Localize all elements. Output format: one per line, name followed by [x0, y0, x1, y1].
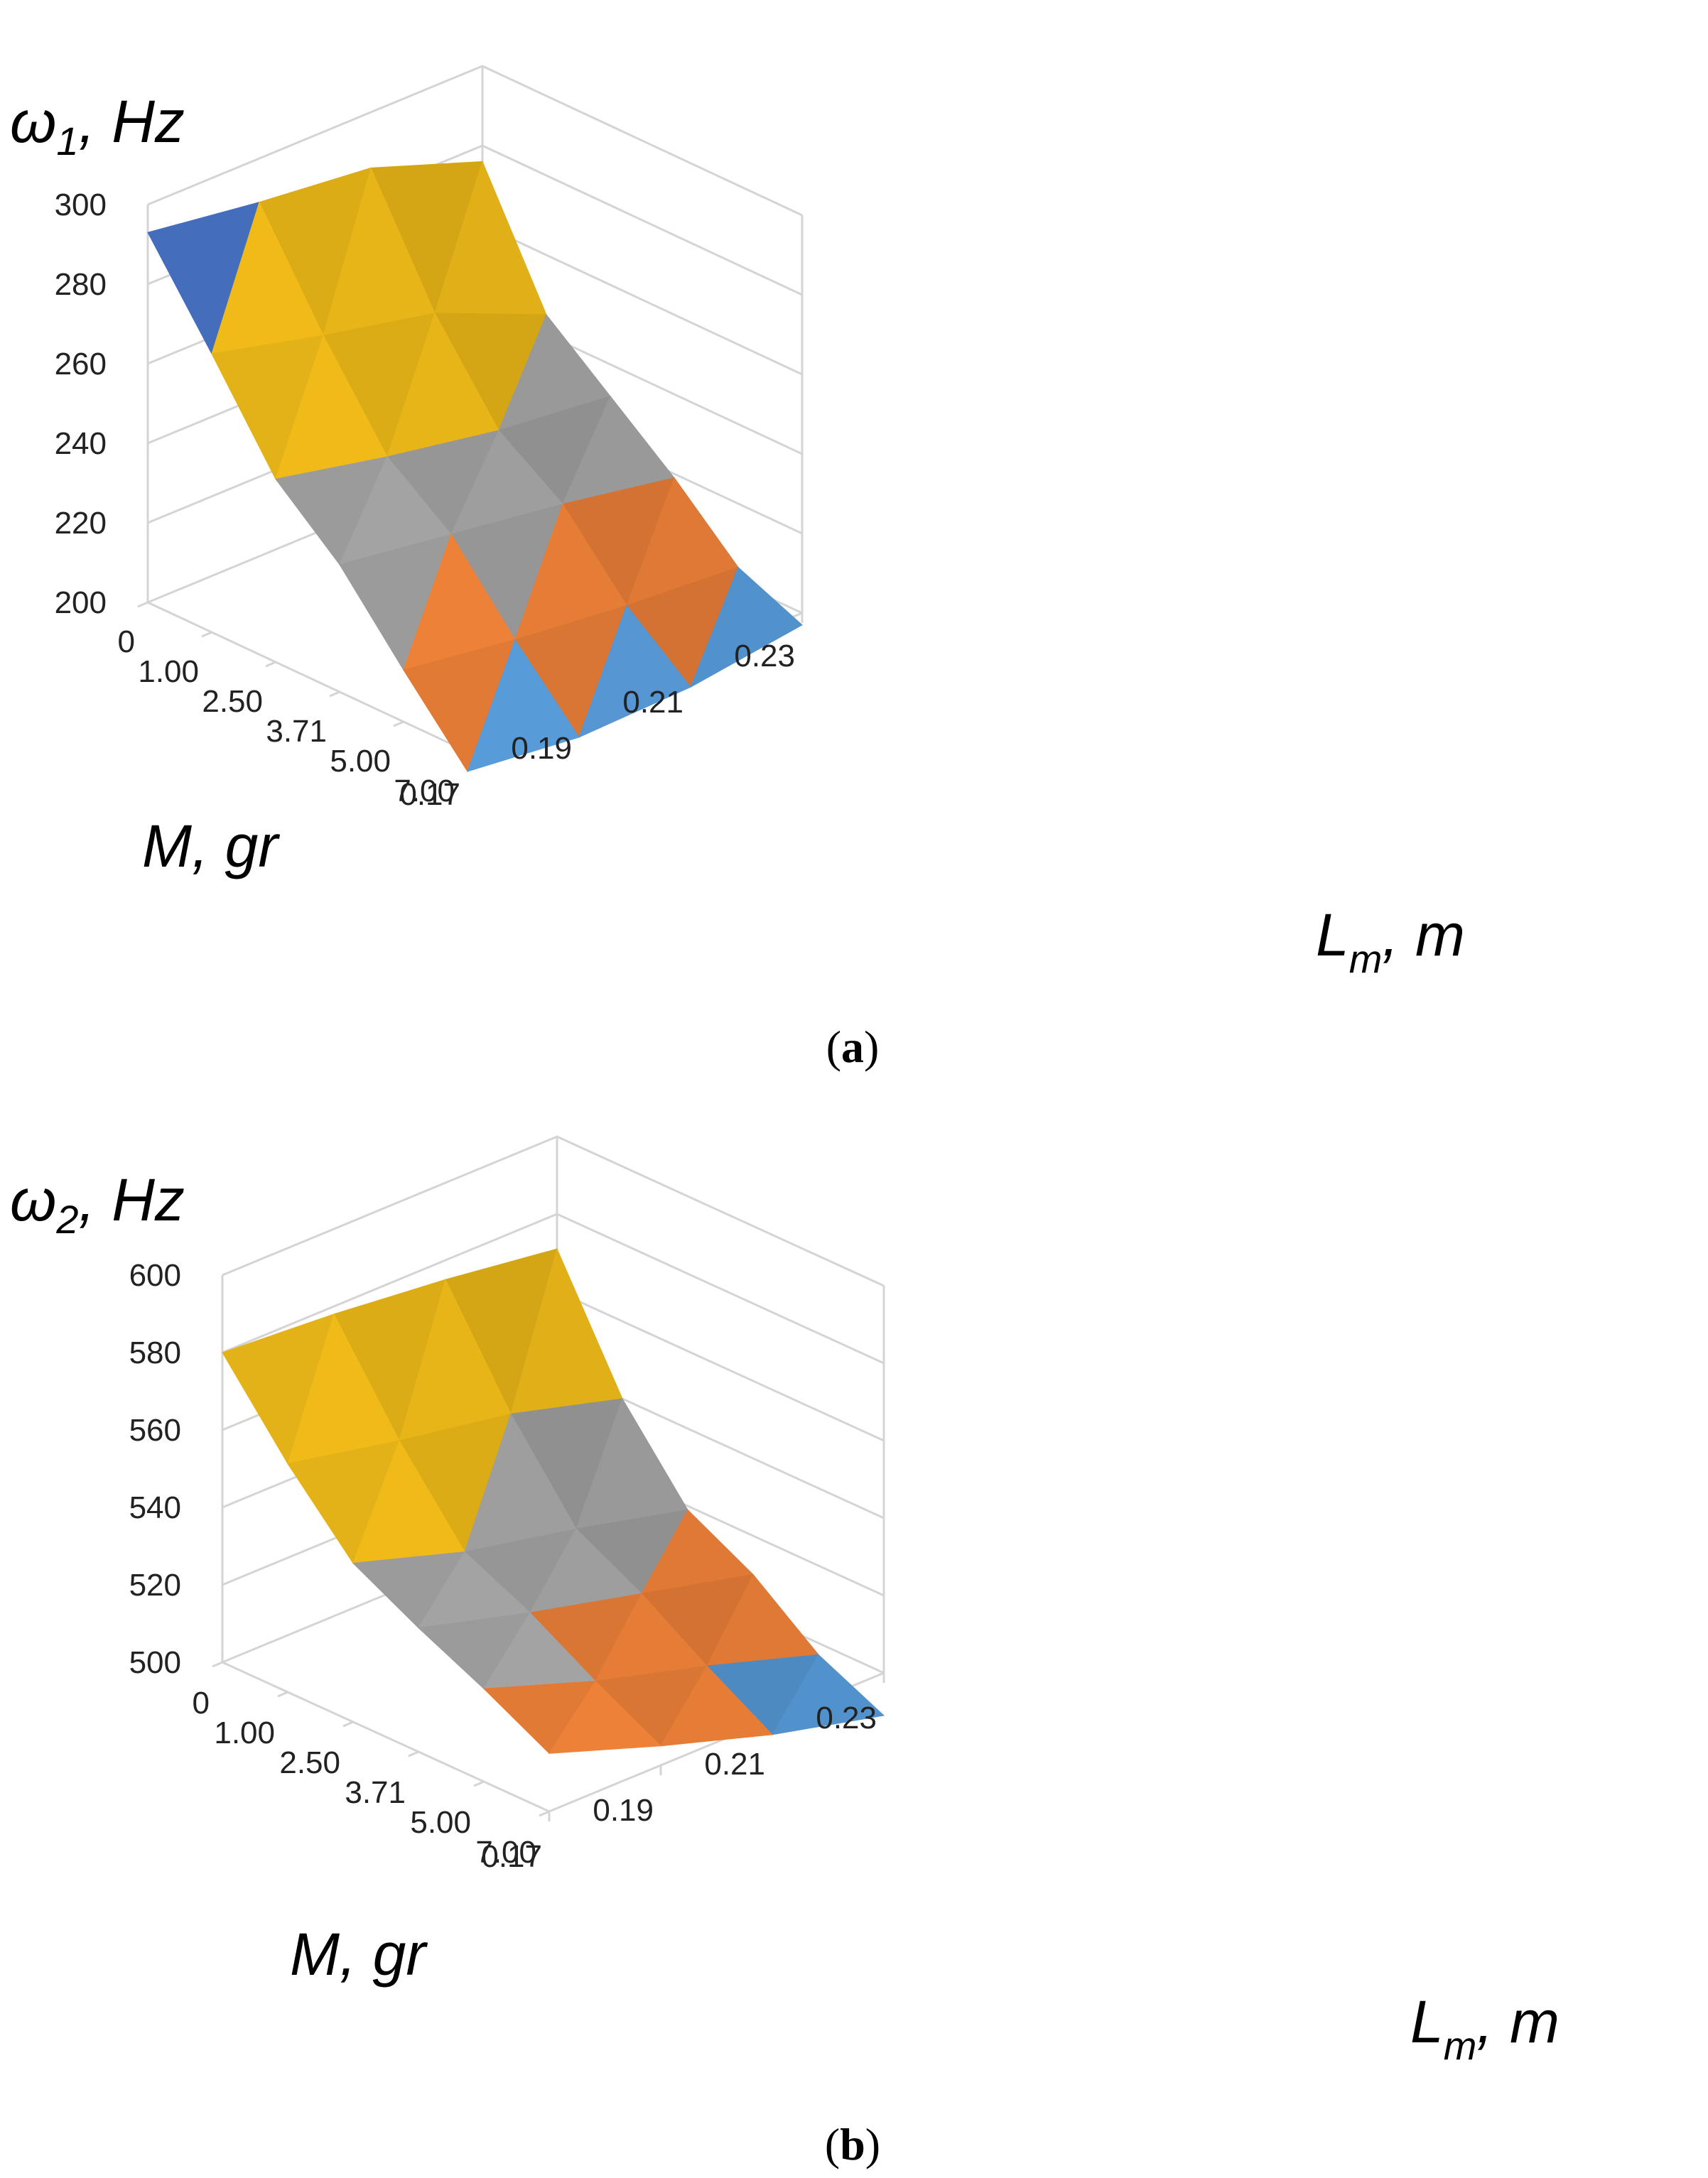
- length-tick-labels: 0.17 0.19 0.21 0.23: [399, 639, 795, 812]
- mass-tick-mark: [393, 720, 404, 727]
- mass-tick-label: 2.50: [279, 1745, 340, 1780]
- z-axis-title: ω2, Hz: [10, 1166, 185, 1242]
- mass-axis-title: M, gr: [142, 813, 280, 879]
- mass-tick-mark: [201, 631, 212, 638]
- z-tick-label: 280: [55, 267, 107, 302]
- caption-b: (b): [825, 2119, 880, 2169]
- mass-tick-label: 1.00: [214, 1716, 275, 1750]
- length-axis-title: Lm, m: [1316, 901, 1465, 981]
- mass-tick-mark: [265, 661, 276, 668]
- mass-tick-mark: [342, 1721, 354, 1728]
- z-tick-label: 240: [55, 426, 107, 461]
- z-tick-label: 220: [55, 506, 107, 541]
- length-tick-label: 0.21: [622, 685, 683, 720]
- length-axis-title: Lm, m: [1410, 1988, 1560, 2068]
- length-tick-label: 0.19: [511, 731, 572, 766]
- mass-tick-label: 1.00: [138, 654, 199, 689]
- surface: [147, 160, 803, 773]
- mass-tick-mark: [137, 601, 148, 608]
- z-tick-label: 560: [129, 1413, 181, 1448]
- surface-facet: [772, 1654, 885, 1735]
- length-tick-label: 0.23: [734, 639, 795, 673]
- mass-tick-label: 7.00: [475, 1835, 536, 1870]
- z-tick-label: 600: [129, 1258, 181, 1293]
- surface-facet: [548, 1680, 662, 1754]
- z-tick-label: 200: [55, 585, 107, 620]
- z-tick-label: 260: [55, 347, 107, 381]
- mass-axis-title: M, gr: [290, 1921, 428, 1988]
- surface-facet: [690, 566, 803, 688]
- mass-tick-mark: [329, 690, 340, 698]
- mass-tick-label: 5.00: [330, 744, 391, 779]
- surface: [222, 1247, 885, 1755]
- z-tick-labels: 300 280 260 240 220 200: [55, 188, 107, 620]
- mass-tick-mark: [408, 1750, 419, 1757]
- z-axis-title: ω1, Hz: [10, 88, 185, 163]
- mass-tick-labels: 01.002.503.715.007.00: [118, 624, 455, 808]
- mass-tick-label: 3.71: [266, 714, 327, 749]
- mass-tick-label: 5.00: [410, 1805, 471, 1840]
- z-tick-label: 520: [129, 1568, 181, 1603]
- chart-panel-a: 300 280 260 240 220 200 01.002.503.715.007.00…: [10, 65, 1465, 1072]
- length-tick-labels: 0.17 0.19 0.21 0.23: [481, 1701, 877, 1874]
- z-tick-label: 540: [129, 1490, 181, 1525]
- surface-facet: [578, 605, 691, 738]
- mass-tick-mark: [277, 1691, 288, 1698]
- z-tick-label: 580: [129, 1335, 181, 1370]
- chart-panel-b: 600 580 560 540 520 500 01.002.503.715.007.00…: [10, 1135, 1560, 2169]
- mass-tick-label: 7.00: [394, 774, 455, 808]
- mass-tick-label: 2.50: [202, 684, 263, 719]
- length-tick-label: 0.23: [816, 1701, 877, 1735]
- length-tick-label: 0.19: [593, 1793, 654, 1828]
- mass-tick-labels: 01.002.503.715.007.00: [193, 1686, 536, 1870]
- length-tick-label: 0.17: [481, 1839, 542, 1874]
- z-tick-label: 500: [129, 1645, 181, 1680]
- mass-tick-label: 0: [118, 624, 135, 659]
- z-tick-label: 300: [55, 188, 107, 222]
- mass-tick-mark: [212, 1661, 223, 1668]
- mass-tick-mark: [539, 1810, 550, 1817]
- surface-facet: [660, 1665, 774, 1747]
- mass-tick-mark: [473, 1780, 485, 1787]
- length-tick-label: 0.21: [704, 1747, 765, 1782]
- z-tick-labels: 600 580 560 540 520 500: [129, 1258, 181, 1680]
- mass-tick-label: 0: [193, 1686, 210, 1721]
- surface-facet: [467, 639, 580, 772]
- mass-tick-label: 3.71: [345, 1775, 406, 1810]
- caption-a: (a): [826, 1022, 880, 1072]
- length-tick-label: 0.17: [399, 777, 460, 812]
